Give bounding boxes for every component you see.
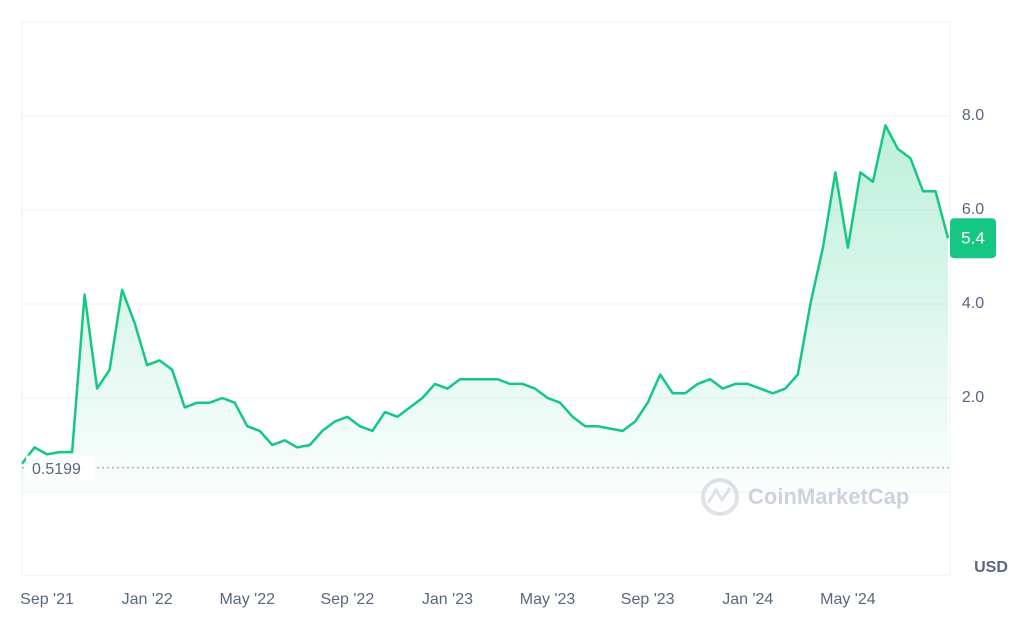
y-tick-label: 8.0 xyxy=(962,107,984,124)
watermark: CoinMarketCap xyxy=(748,484,909,509)
price-area xyxy=(22,125,948,493)
watermark-logo xyxy=(701,478,739,516)
reference-label: 0.5199 xyxy=(32,461,81,478)
current-price-badge xyxy=(950,218,996,259)
x-tick-label: Sep '23 xyxy=(621,591,675,608)
reference-label-bg xyxy=(26,455,94,480)
x-tick-label: May '23 xyxy=(520,591,576,608)
y-tick-label: 2.0 xyxy=(962,389,984,406)
x-tick-label: Sep '22 xyxy=(320,591,374,608)
x-tick-label: Jan '22 xyxy=(122,591,173,608)
x-tick-label: Jan '23 xyxy=(422,591,473,608)
current-price-label: 5.4 xyxy=(961,229,985,248)
x-tick-label: Jan '24 xyxy=(722,591,773,608)
currency-label: USD xyxy=(974,559,1008,576)
y-tick-label: 4.0 xyxy=(962,295,984,312)
x-tick-label: May '24 xyxy=(820,591,876,608)
x-tick-label: Sep '21 xyxy=(20,591,74,608)
plot-layer: 2.0 4.0 6.0 8.0 Sep '21 Jan '22 May '22 Sep '22… xyxy=(20,107,996,608)
y-tick-label: 6.0 xyxy=(962,201,984,218)
x-tick-label: May '22 xyxy=(219,591,275,608)
price-line xyxy=(21,124,950,465)
